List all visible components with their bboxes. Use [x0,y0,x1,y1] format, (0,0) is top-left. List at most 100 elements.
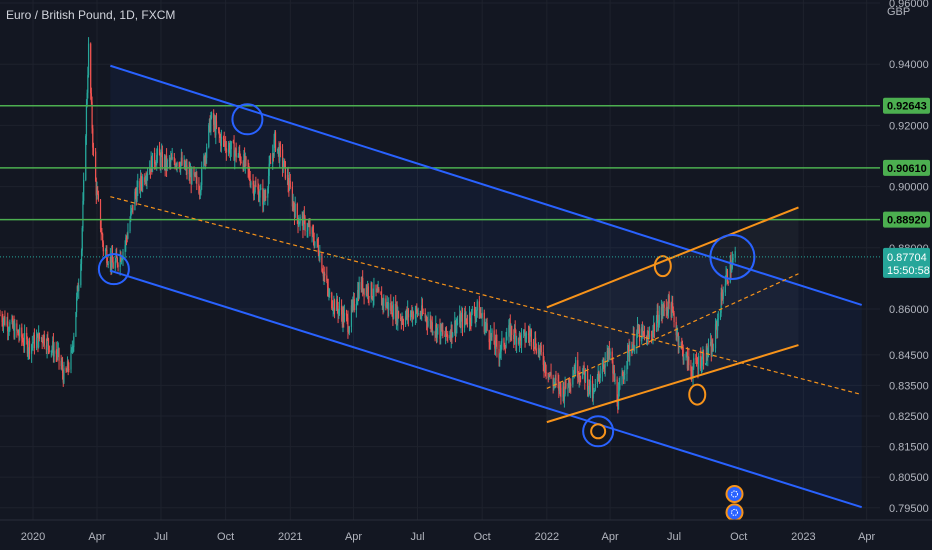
candle-body [333,300,336,311]
candle-body [456,323,458,325]
candle-body [683,357,685,361]
candle-body [92,128,94,148]
candle-body [1,315,3,322]
candle-body [90,43,92,94]
candle-body [712,348,715,351]
candle-body [518,333,521,344]
candle-body [57,349,59,356]
candle-body [464,312,466,319]
candle-body [376,290,378,292]
candle-body [301,216,303,218]
candle-body [416,310,419,315]
candle-body [312,228,314,233]
candle-body [696,363,698,365]
candle-body [650,334,653,336]
candle-body [613,370,615,374]
candle-body [478,301,480,319]
candle-body [316,239,318,242]
candle-body [378,288,380,292]
event-marker-icon[interactable] [725,485,744,503]
candle-body [395,305,398,322]
candle-body [141,183,143,187]
candle-body [653,324,655,330]
candle-body [45,345,47,350]
candle-body [144,180,147,182]
orange-channel-upper-line[interactable] [546,206,799,309]
candle-body [710,341,712,357]
candle-body [479,313,481,319]
candle-body [629,350,631,357]
candle-body [313,240,315,247]
candle-body [677,333,679,346]
blue-channel-upper-line[interactable] [110,64,863,306]
candle-body [99,199,102,229]
candle-body [494,344,496,349]
candle-body [278,147,280,162]
candle-body [658,314,660,325]
candle-body [220,136,223,146]
candle-body [267,175,270,189]
candle-body [343,310,345,322]
candle-body [86,92,88,105]
candle-body [724,283,726,293]
candle-body [201,166,203,186]
candle-body [249,179,251,186]
candle-body [427,320,429,327]
candle-body [642,331,644,333]
candle-body [634,346,636,350]
candle-body [56,353,58,356]
candle-body [558,381,560,391]
candle-body [449,335,452,340]
candle-body [104,250,107,252]
candle-body [0,315,1,317]
blue-circle-marker[interactable] [582,415,615,448]
candle-body [424,313,426,318]
candle-body [288,185,290,191]
candle-body [239,155,241,163]
candle-body [116,257,118,265]
candle-body [356,301,358,305]
orange-circle-marker[interactable] [688,383,707,406]
candle-body [90,93,92,102]
candle-body [373,284,375,298]
time-axis[interactable] [0,520,932,550]
orange-channel-lower-line[interactable] [546,344,799,424]
candle-body [475,313,477,319]
candle-body [676,333,679,335]
candle-body [717,318,719,320]
candle-body [641,327,644,333]
candle-body [460,317,462,328]
candle-body [71,348,73,350]
blue-circle-marker[interactable] [97,253,130,286]
orange-dashed-midline[interactable] [110,196,862,396]
candle-body [272,153,275,157]
event-marker-icon[interactable] [725,503,744,522]
candle-body [381,294,383,306]
candle-body [657,324,660,328]
candle-body [483,312,485,333]
blue-circle-marker[interactable] [231,103,264,136]
candle-body [73,336,75,348]
candle-body [381,299,383,306]
candle-body [673,313,675,322]
candle-body [111,253,113,268]
candle-body [496,340,498,349]
candle-body [405,310,407,317]
candle-body [52,341,54,349]
blue-circle-marker[interactable] [709,233,756,280]
candle-body [577,377,580,379]
candle-body [213,121,215,125]
candle-body [53,350,55,357]
blue-channel-lower-line[interactable] [110,269,863,509]
candle-body [490,333,492,338]
candle-body [432,331,434,333]
candle-body [166,160,168,168]
orange-circle-marker[interactable] [653,255,672,278]
blue-channel-fill [110,65,862,508]
candle-body [151,152,154,172]
candle-body [579,377,582,379]
orange-inner-marker [590,423,607,440]
candle-body [385,304,388,308]
candle-body [504,347,506,349]
